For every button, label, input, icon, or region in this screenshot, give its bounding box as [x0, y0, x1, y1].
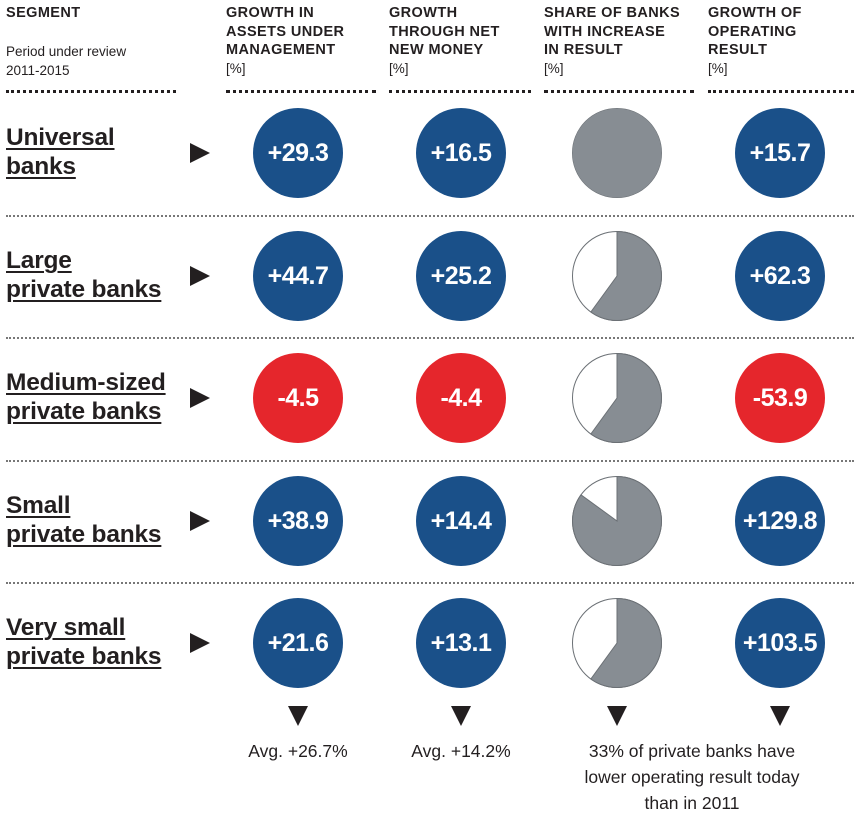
play-arrow-icon: [190, 633, 210, 653]
share-note: 33% of private banks have lower operatin…: [584, 741, 800, 813]
share-pie: [572, 475, 662, 566]
pie-slice: [590, 230, 662, 321]
share-pie: [572, 230, 662, 321]
column-title: GROWTH IN ASSETS UNDER MANAGEMENT: [226, 5, 345, 58]
operating-value-circle: +62.3: [735, 231, 825, 321]
nnm-average: Avg. +14.2%: [411, 741, 511, 761]
segment-label: Large private banks: [6, 247, 162, 303]
down-arrow-icon: [770, 706, 790, 726]
row-divider: [6, 337, 854, 339]
share-pie: [572, 108, 662, 198]
aum-average: Avg. +26.7%: [248, 741, 348, 761]
aum-value-circle: -4.5: [253, 353, 343, 443]
nnm-value-circle: -4.4: [416, 353, 506, 443]
nnm-value-circle: +16.5: [416, 108, 506, 198]
aum-value-circle: +21.6: [253, 598, 343, 688]
column-title: GROWTH THROUGH NET NEW MONEY: [389, 5, 500, 58]
header-divider: [544, 90, 694, 93]
aum-value-circle: +44.7: [253, 231, 343, 321]
down-arrow-icon: [451, 706, 471, 726]
play-arrow-icon: [190, 388, 210, 408]
column-unit: [%]: [708, 60, 728, 76]
nnm-value-circle: +25.2: [416, 231, 506, 321]
pie-slice: [572, 108, 662, 198]
column-header-aum: GROWTH IN ASSETS UNDER MANAGEMENT [%]: [226, 4, 344, 78]
column-unit: [%]: [389, 60, 409, 76]
header-divider: [708, 90, 854, 93]
column-title: GROWTH OF OPERATING RESULT: [708, 5, 802, 58]
nnm-value-circle: +13.1: [416, 598, 506, 688]
segment-header: SEGMENT Period under review 2011-2015: [6, 4, 126, 80]
share-pie: [572, 352, 662, 443]
column-header-operating: GROWTH OF OPERATING RESULT [%]: [708, 4, 802, 78]
operating-value-circle: -53.9: [735, 353, 825, 443]
play-arrow-icon: [190, 143, 210, 163]
pie-slice: [590, 352, 662, 443]
pie-slice: [590, 597, 662, 688]
operating-value-circle: +129.8: [735, 476, 825, 566]
period-label: Period under review 2011-2015: [6, 43, 127, 78]
operating-value-circle: +15.7: [735, 108, 825, 198]
aum-value-circle: +38.9: [253, 476, 343, 566]
segment-label: Very small private banks: [6, 614, 162, 670]
row-divider: [6, 460, 854, 462]
play-arrow-icon: [190, 511, 210, 531]
header-divider: [6, 90, 176, 93]
share-pie: [572, 597, 662, 688]
operating-value-circle: +103.5: [735, 598, 825, 688]
header-divider: [389, 90, 531, 93]
column-unit: [%]: [226, 60, 246, 76]
header-divider: [226, 90, 376, 93]
row-divider: [6, 215, 854, 217]
down-arrow-icon: [607, 706, 627, 726]
segment-label: Universal banks: [6, 124, 115, 180]
column-title: SHARE OF BANKS WITH INCREASE IN RESULT: [544, 5, 681, 58]
column-header-share: SHARE OF BANKS WITH INCREASE IN RESULT […: [544, 4, 680, 78]
aum-value-circle: +29.3: [253, 108, 343, 198]
segment-label: Small private banks: [6, 492, 162, 548]
column-unit: [%]: [544, 60, 564, 76]
column-header-nnm: GROWTH THROUGH NET NEW MONEY [%]: [389, 4, 500, 78]
down-arrow-icon: [288, 706, 308, 726]
row-divider: [6, 582, 854, 584]
segment-label: Medium-sized private banks: [6, 369, 166, 425]
pie-slice: [572, 475, 662, 566]
play-arrow-icon: [190, 266, 210, 286]
nnm-value-circle: +14.4: [416, 476, 506, 566]
segment-title: SEGMENT: [6, 5, 81, 21]
